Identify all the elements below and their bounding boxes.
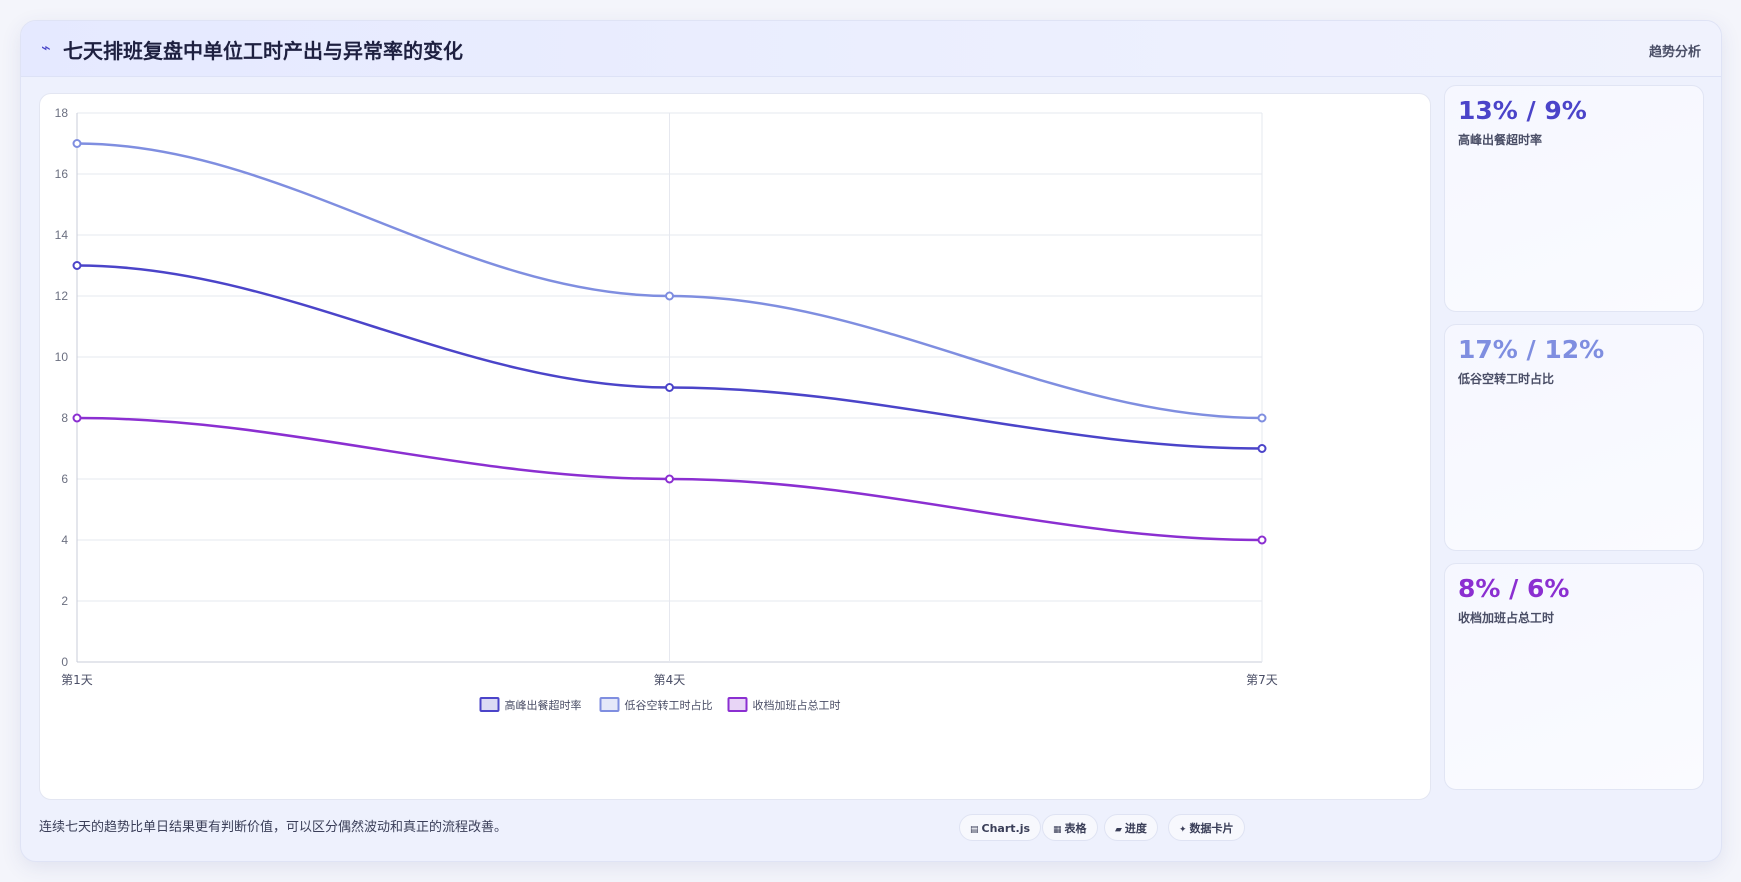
card-header: ⌁ 七天排班复盘中单位工时产出与异常率的变化 趋势分析 <box>21 21 1721 77</box>
series-point <box>665 383 674 392</box>
y-tick-label: 8 <box>61 411 68 425</box>
chip-chartjs[interactable]: ▤ Chart.js <box>959 814 1042 841</box>
trend-card: ⌁ 七天排班复盘中单位工时产出与异常率的变化 趋势分析 0 2 4 6 8 10 12 14 1… <box>20 20 1722 862</box>
kpi-value: 13% / 9% <box>1458 96 1587 125</box>
x-tick-label: 第7天 <box>1246 673 1278 687</box>
legend-swatch <box>727 697 748 712</box>
series-point <box>72 139 82 148</box>
series-point <box>665 291 674 301</box>
legend-label: 低谷空转工时占比 <box>625 698 713 712</box>
progress-icon: ▰ <box>1115 825 1122 835</box>
card-icon: ✦ <box>1179 825 1187 835</box>
y-tick-label: 12 <box>55 289 69 303</box>
series-point <box>72 261 82 270</box>
y-tick-label: 2 <box>61 594 68 608</box>
chip-progress[interactable]: ▰ 进度 <box>1104 814 1158 841</box>
y-tick-label: 4 <box>61 533 68 547</box>
y-tick-label: 16 <box>55 167 69 181</box>
series-point <box>1257 535 1267 545</box>
trend-icon: ⌁ <box>41 38 51 57</box>
legend-swatch <box>479 697 500 712</box>
page-title: 七天排班复盘中单位工时产出与异常率的变化 <box>63 39 463 63</box>
x-tick-label: 第4天 <box>654 673 686 687</box>
chart-panel: 0 2 4 6 8 10 12 14 16 18 第1天 第4天 第7天高峰出餐超时率 低谷空转工时占比 收… <box>39 93 1431 800</box>
y-tick-label: 10 <box>55 350 69 364</box>
chip-label: 进度 <box>1124 822 1147 835</box>
kpi-label: 收档加班占总工时 <box>1458 611 1555 625</box>
table-icon: ▦ <box>1053 825 1062 835</box>
kpi-value: 17% / 12% <box>1458 335 1605 364</box>
chip-label: 数据卡片 <box>1189 822 1234 835</box>
chart-icon: ▤ <box>970 825 979 835</box>
kpi-label: 低谷空转工时占比 <box>1458 372 1555 386</box>
kpi-card-peak-overtime: 13% / 9% 高峰出餐超时率 <box>1444 85 1704 312</box>
kpi-card-idle-hours: 17% / 12% 低谷空转工时占比 <box>1444 324 1704 551</box>
kpi-label: 高峰出餐超时率 <box>1458 133 1543 147</box>
series-point <box>665 474 674 484</box>
chip-data-card[interactable]: ✦ 数据卡片 <box>1168 814 1245 841</box>
analysis-type-label: 趋势分析 <box>1648 45 1701 60</box>
kpi-value: 8% / 6% <box>1458 574 1570 603</box>
chip-label: Chart.js <box>981 822 1031 835</box>
y-tick-label: 14 <box>55 228 69 242</box>
chip-table[interactable]: ▦ 表格 <box>1042 814 1098 841</box>
footer-note: 连续七天的趋势比单日结果更有判断价值，可以区分偶然波动和真正的流程改善。 <box>39 820 508 835</box>
y-tick-label: 0 <box>61 655 68 669</box>
legend-label: 高峰出餐超时率 <box>505 698 582 712</box>
series-point <box>1257 413 1267 423</box>
series-point <box>72 413 82 423</box>
chip-label: 表格 <box>1064 822 1087 835</box>
y-tick-label: 18 <box>55 106 69 120</box>
legend-swatch <box>599 697 620 712</box>
kpi-card-closing-overtime: 8% / 6% 收档加班占总工时 <box>1444 563 1704 790</box>
y-tick-label: 6 <box>61 472 68 486</box>
series-point <box>1257 444 1267 453</box>
legend-label: 收档加班占总工时 <box>753 698 841 712</box>
x-tick-label: 第1天 <box>61 673 93 687</box>
